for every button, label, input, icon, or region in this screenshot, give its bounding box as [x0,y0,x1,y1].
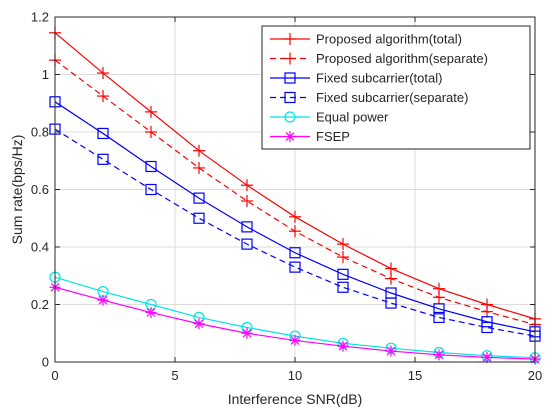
y-tick-label: 0.6 [31,182,49,197]
square-marker [481,316,493,328]
plus-marker [193,144,205,157]
y-tick-label: 0 [42,355,49,370]
square-marker [433,303,445,315]
legend-item: Equal power [270,110,389,125]
square-marker [145,183,157,196]
axis-layer: 0 5 10 15 20 0 0.2 0.4 0.6 0.8 1 1.2 [31,10,542,384]
square-marker [145,160,157,173]
square-marker [241,238,253,250]
legend-label: Equal power [316,110,389,125]
legend-item: Proposed algorithm(total) [270,32,462,47]
square-marker [284,72,296,84]
square-marker [385,297,397,309]
legend-item: Fixed subcarrier(separate) [270,90,468,105]
plus-marker [337,238,349,251]
x-tick-label: 15 [408,368,422,383]
asterisk-marker [289,334,301,346]
plus-marker [385,272,397,285]
square-marker [97,127,109,140]
square-marker [289,247,301,259]
square-marker [97,153,109,165]
square-marker [481,321,493,334]
y-tick-label: 0.8 [31,125,49,140]
plus-marker [337,251,349,264]
circle-marker [284,111,296,123]
square-marker [284,91,296,104]
series [49,123,541,342]
y-tick-label: 1 [42,67,49,82]
square-marker [337,268,349,280]
y-tick-label: 0.4 [31,240,49,255]
y-tick-label: 1.2 [31,10,49,25]
legend-label: Proposed algorithm(total) [316,32,462,47]
square-marker [433,311,445,324]
series-line [54,128,536,337]
plus-marker [193,161,205,174]
plus-marker [289,225,301,238]
asterisk-marker [241,327,253,339]
asterisk-marker [145,307,157,319]
asterisk-marker [433,349,445,361]
legend-item: Fixed subcarrier(total) [270,71,442,86]
x-tick-label: 0 [51,368,58,383]
legend-label: FSEP [316,129,350,144]
asterisk-marker [481,351,493,363]
asterisk-marker [97,294,109,306]
legend-label: Fixed subcarrier(total) [316,71,442,86]
plus-marker [145,126,157,138]
legend-label: Fixed subcarrier(separate) [316,90,468,105]
series [49,96,541,338]
plus-marker [481,305,493,318]
x-tick-label: 5 [171,368,178,383]
square-marker [289,261,301,273]
y-axis-label: Sum rate(bps/Hz) [9,135,25,245]
square-marker [337,281,349,293]
plus-marker [284,52,296,65]
asterisk-marker [385,345,397,357]
plus-marker [145,105,157,118]
asterisk-marker [284,131,296,142]
plus-marker [97,67,109,80]
legend-box [261,25,531,150]
legend: Proposed algorithm(total) Proposed algori… [261,25,531,150]
legend-item: FSEP [270,129,350,144]
square-marker [241,221,253,233]
x-axis-label: Interference SNR(dB) [228,391,363,407]
asterisk-marker [193,318,205,330]
legend-item: Proposed algorithm(separate) [270,51,488,66]
plus-marker [241,179,253,192]
plus-marker [385,262,397,275]
square-marker [193,192,205,204]
y-tick-label: 0.2 [31,297,49,312]
plus-marker [289,210,301,223]
plus-marker [241,195,253,207]
square-marker [193,212,205,224]
plus-marker [97,90,109,103]
x-tick-label: 20 [528,368,542,383]
asterisk-marker [337,340,349,352]
legend-label: Proposed algorithm(separate) [316,51,488,66]
series-line [54,101,536,333]
plus-marker [284,33,296,45]
plus-marker [433,291,445,304]
x-tick-label: 10 [288,368,302,383]
